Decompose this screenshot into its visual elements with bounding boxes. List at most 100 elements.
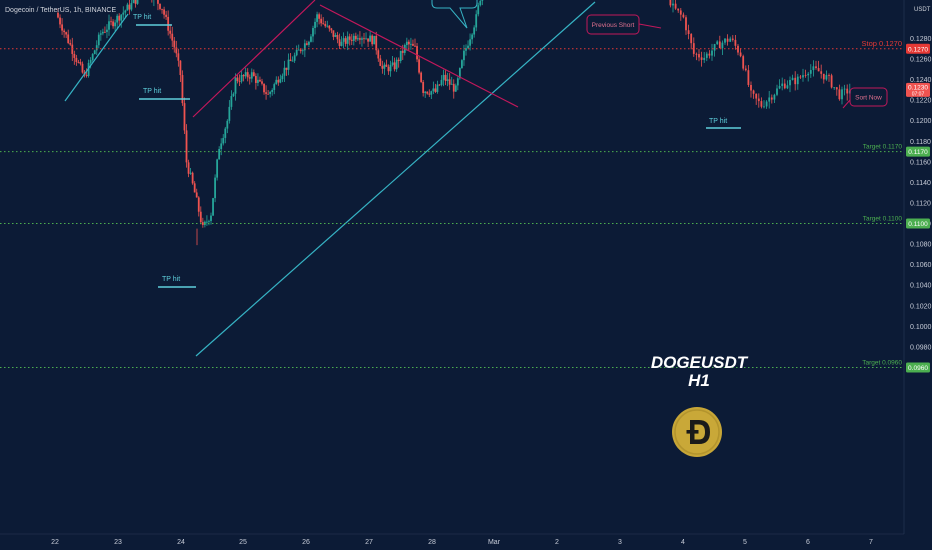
- candle-body: [330, 28, 333, 31]
- candle-body: [118, 15, 121, 21]
- callout-pointer: [431, 0, 478, 29]
- candle-body: [716, 41, 719, 45]
- trendline-channel-upper[interactable]: [192, 0, 316, 118]
- candle-body: [157, 0, 159, 4]
- candle-body: [841, 89, 843, 100]
- candle-body: [446, 79, 449, 81]
- symbol-watermark: DOGEUSDT H1: [651, 353, 749, 390]
- candle-body: [418, 59, 420, 73]
- candle-body: [104, 31, 106, 33]
- candle-body: [467, 45, 469, 49]
- candle-body: [295, 49, 298, 56]
- candle-body: [791, 77, 794, 81]
- candle-body: [726, 38, 729, 42]
- candle-body: [822, 73, 825, 80]
- time-axis-labels: 22 23 24 25 26 27 28 Mar 2 3 4 5 6 7: [51, 539, 873, 546]
- candle-body: [289, 59, 292, 61]
- sort-now-callout[interactable]: [849, 87, 888, 107]
- candle-body: [95, 45, 98, 51]
- trendline-support-main[interactable]: [195, 1, 596, 357]
- candle-body: [755, 93, 758, 99]
- candle-body: [432, 88, 435, 92]
- candle-body: [426, 91, 429, 94]
- price-tick-label: 0.1260: [910, 57, 932, 64]
- callouts-layer: Previous Short Sort Now: [586, 14, 888, 109]
- currency-label: USDT: [914, 7, 931, 13]
- candle-body: [222, 137, 225, 144]
- candle-body: [81, 63, 84, 73]
- candle-body: [165, 14, 168, 17]
- candle-body: [475, 14, 478, 28]
- candle-body: [350, 39, 353, 41]
- candle-body: [273, 84, 276, 90]
- candle-body: [731, 38, 734, 40]
- candle-body: [136, 0, 139, 4]
- candle-body: [363, 38, 365, 40]
- candle-body: [389, 64, 392, 72]
- candle-body: [161, 8, 163, 10]
- candle-body: [228, 106, 231, 121]
- candle-body: [479, 0, 482, 6]
- price-badge-label: 0.1230: [908, 84, 928, 91]
- candle-body: [332, 30, 335, 37]
- candle-body: [210, 215, 212, 221]
- candle-body: [672, 3, 674, 6]
- candle-body: [324, 23, 327, 27]
- candle-body: [371, 35, 374, 45]
- candle-body: [799, 76, 802, 78]
- candle-body: [456, 78, 459, 86]
- candle-body: [232, 93, 235, 97]
- candle-body: [130, 2, 133, 10]
- callout-label: Sort Now: [855, 95, 882, 102]
- time-tick-label: 24: [177, 539, 185, 546]
- price-badge-label: 0.1170: [908, 149, 928, 156]
- level-label: Target 0.1170: [863, 144, 903, 151]
- candle-body: [134, 0, 137, 4]
- candle-body: [348, 36, 351, 40]
- candle-body: [703, 57, 706, 60]
- candle-body: [242, 75, 245, 77]
- candle-body: [275, 79, 278, 85]
- price-badge: [906, 218, 930, 229]
- candle-body: [796, 76, 799, 85]
- candle-body: [61, 24, 63, 31]
- candle-body: [674, 3, 677, 9]
- candle-body: [356, 38, 359, 40]
- candle-body: [199, 211, 202, 223]
- time-tick-label: 28: [428, 539, 436, 546]
- callout-pointer: [638, 23, 662, 29]
- candle-body: [191, 172, 194, 184]
- candle-body: [163, 9, 165, 15]
- candle-body: [461, 60, 463, 69]
- candle-body: [815, 66, 817, 69]
- candle-body: [89, 60, 92, 63]
- candle-body: [214, 177, 216, 199]
- candle-body: [387, 66, 390, 72]
- candle-body: [91, 54, 94, 61]
- price-tick-label: 0.1140: [910, 180, 931, 187]
- candle-body: [193, 183, 196, 193]
- candle-body: [259, 79, 261, 82]
- price-tick-label: 0.1120: [910, 200, 931, 207]
- candle-body: [93, 50, 96, 55]
- trendline-support-feb22[interactable]: [64, 13, 129, 102]
- time-axis-panel[interactable]: [0, 534, 932, 550]
- time-tick-label: 27: [365, 539, 373, 546]
- dogecoin-logo-icon: [672, 407, 722, 457]
- time-tick-label: 4: [681, 539, 685, 546]
- candle-body: [820, 71, 823, 74]
- price-badge-label: 0.0960: [908, 365, 928, 372]
- candle-body: [768, 97, 771, 102]
- level-label: Target 0.0960: [862, 359, 902, 366]
- candle-body: [428, 93, 431, 95]
- candle-body: [809, 70, 812, 74]
- candle-body: [399, 50, 402, 62]
- candle-body: [442, 74, 445, 80]
- candle-body: [340, 41, 343, 46]
- candle-body: [721, 42, 724, 49]
- trendline-resistance[interactable]: [319, 4, 519, 108]
- time-tick-label: 6: [806, 539, 810, 546]
- candle-body: [718, 41, 721, 49]
